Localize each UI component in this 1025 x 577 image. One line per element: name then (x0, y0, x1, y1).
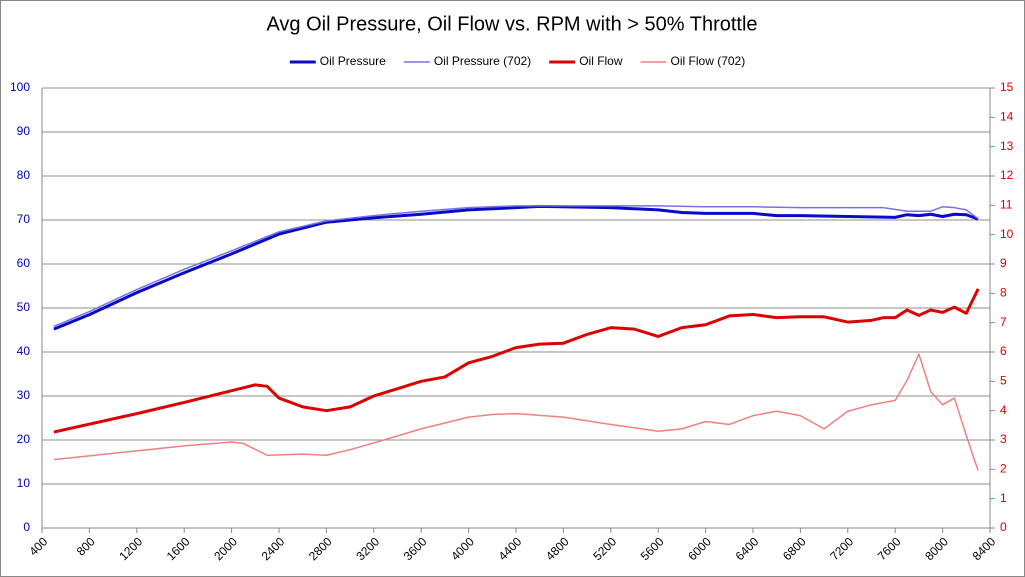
y-tick-label: 80 (17, 168, 31, 182)
y2-tick-label: 8 (1000, 286, 1007, 300)
y2-tick-label: 3 (1000, 432, 1007, 446)
y2-tick-label: 10 (1000, 227, 1014, 241)
y2-tick-label: 14 (1000, 110, 1014, 124)
y2-tick-label: 9 (1000, 256, 1007, 270)
y-tick-label: 90 (17, 124, 31, 138)
legend-label: Oil Flow (579, 54, 623, 68)
legend-label: Oil Pressure (702) (434, 54, 531, 68)
chart-title: Avg Oil Pressure, Oil Flow vs. RPM with … (266, 13, 757, 35)
y2-tick-label: 7 (1000, 315, 1007, 329)
y-tick-label: 60 (17, 256, 31, 270)
y2-tick-label: 11 (1000, 198, 1013, 212)
y2-tick-label: 0 (1000, 520, 1007, 534)
y2-tick-label: 6 (1000, 344, 1007, 358)
y2-tick-label: 13 (1000, 139, 1014, 153)
y-tick-label: 30 (17, 388, 31, 402)
y-tick-label: 10 (17, 476, 31, 490)
y-tick-label: 0 (23, 520, 30, 534)
series-line (53, 205, 979, 328)
legend-label: Oil Flow (702) (671, 54, 746, 68)
y2-tick-label: 1 (1000, 491, 1007, 505)
y-tick-label: 20 (17, 432, 31, 446)
y2-tick-label: 15 (1000, 80, 1014, 94)
y-tick-label: 40 (17, 344, 31, 358)
y2-tick-label: 5 (1000, 374, 1007, 388)
y-tick-label: 50 (17, 300, 31, 314)
y2-tick-label: 4 (1000, 403, 1007, 417)
series-line (53, 353, 979, 472)
legend-label: Oil Pressure (320, 54, 386, 68)
series-line (53, 288, 980, 434)
series-line (53, 204, 979, 331)
y2-tick-label: 12 (1000, 168, 1014, 182)
y-tick-label: 100 (10, 80, 30, 94)
y-tick-label: 70 (17, 212, 31, 226)
y2-tick-label: 2 (1000, 462, 1007, 476)
